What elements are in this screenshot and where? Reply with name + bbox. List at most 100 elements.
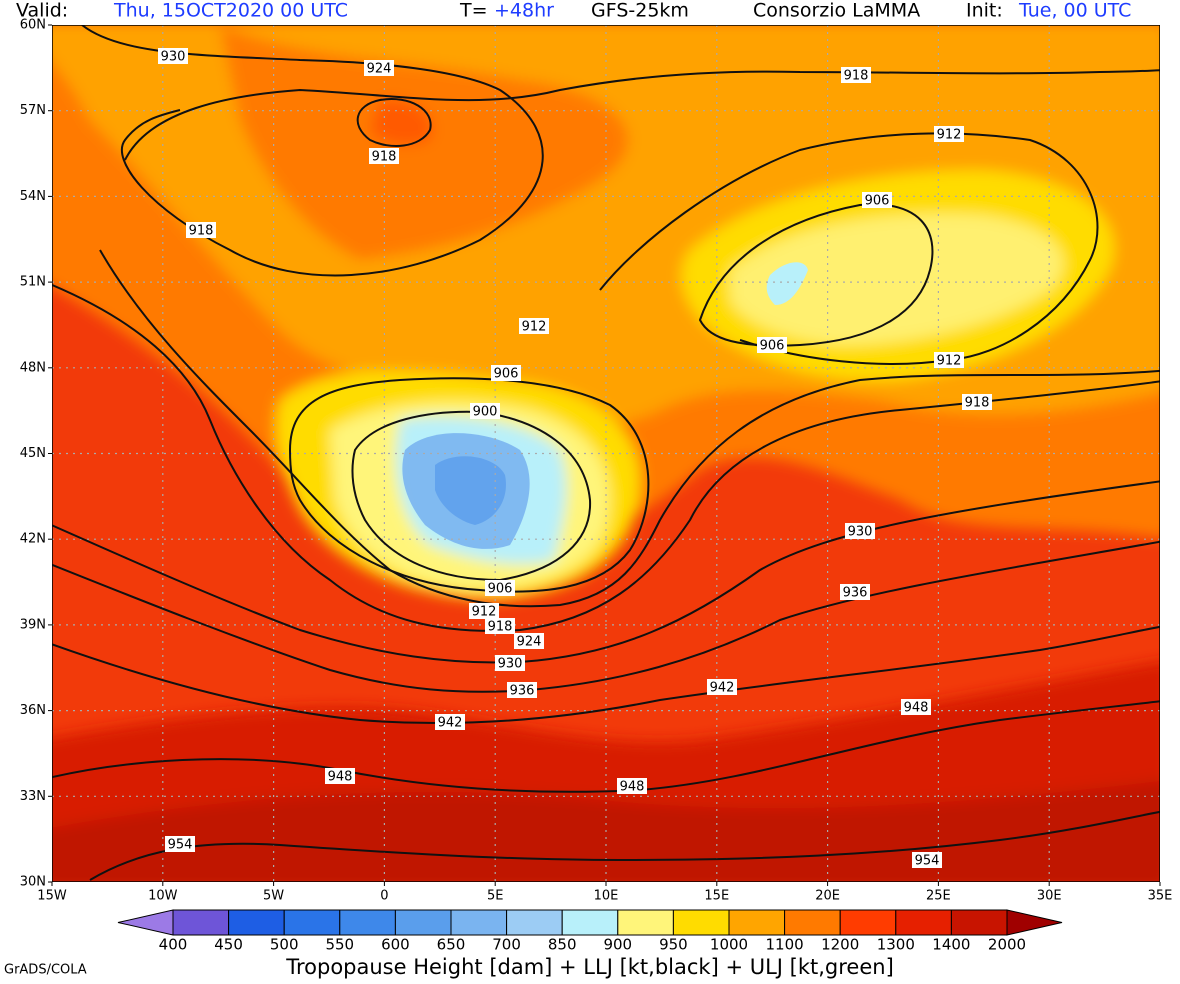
map-field: 9309249189189129189069129069129189069009… [52, 25, 1160, 882]
colorbar-box [172, 909, 230, 936]
colorbar-box [950, 909, 1008, 936]
contour-label-bg [934, 352, 964, 368]
contour-label: 930 [161, 50, 186, 65]
contour-label: 936 [843, 586, 868, 601]
header: Valid: Thu, 15OCT2020 00 UTC T= +48hr GF… [16, 0, 1131, 22]
lon-label: 30E [1037, 889, 1062, 904]
contour-labels: 9309249189189129189069129069129189069009… [158, 48, 992, 869]
lat-label: 60N [20, 18, 46, 33]
contour-label: 942 [710, 681, 735, 696]
contour-label-bg [485, 580, 515, 596]
lon-label: 15E [704, 889, 729, 904]
contour-label-bg [495, 655, 525, 671]
contour-label-bg [934, 126, 964, 142]
colorbar-label: 550 [325, 936, 354, 954]
contour-label: 912 [472, 605, 497, 620]
contour-label: 912 [522, 320, 547, 335]
colorbar-label: 1100 [766, 936, 804, 954]
contour-label-bg [369, 148, 399, 164]
contour-label: 900 [473, 405, 498, 420]
valid-time: Thu, 15OCT2020 00 UTC [113, 0, 348, 22]
lon-label: 5E [487, 889, 504, 904]
colorbar-label: 700 [492, 936, 521, 954]
contour-label-bg [158, 48, 188, 64]
colorbar-label: 900 [603, 936, 632, 954]
colorbar-label: 2000 [988, 936, 1026, 954]
lon-label: 15W [37, 889, 67, 904]
colorbar-box [784, 909, 841, 936]
colorbar-box [617, 909, 674, 936]
contour-label: 906 [760, 339, 785, 354]
footer-title: Tropopause Height [dam] + LLJ [kt,black]… [285, 955, 894, 979]
lat-label: 45N [20, 446, 46, 461]
lat-label: 33N [20, 789, 46, 804]
colorbar-label: 600 [381, 936, 410, 954]
contour-label-bg [507, 682, 537, 698]
contour-label: 924 [367, 62, 392, 77]
step: +48hr [494, 0, 554, 22]
contour-label-bg [364, 60, 394, 76]
colorbar-box [283, 909, 341, 936]
contour-label: 936 [510, 684, 535, 699]
contour-label-bg [617, 778, 647, 794]
contour-label: 906 [488, 582, 513, 597]
lat-label: 51N [20, 275, 46, 290]
lon-label: 0 [380, 889, 388, 904]
contour-label: 918 [372, 150, 397, 165]
colorbar-arrow [117, 909, 174, 936]
contour-label: 912 [937, 128, 962, 143]
colorbar-label: 1200 [821, 936, 859, 954]
contour-label-bg [757, 337, 787, 353]
colorbar-label: 500 [270, 936, 299, 954]
contour-label: 918 [488, 620, 513, 635]
colorbar-label: 850 [548, 936, 577, 954]
colorbar-box [895, 909, 952, 936]
contour-label: 924 [517, 635, 542, 650]
contour-label-bg [165, 836, 195, 852]
colorbar-box [672, 909, 730, 936]
init-time: Tue, 00 UTC [1018, 0, 1131, 22]
contour-label: 954 [168, 838, 193, 853]
lon-label: 35E [1148, 889, 1173, 904]
contour-label-bg [491, 365, 521, 381]
contour-label-bg [514, 633, 544, 649]
contour-label: 906 [865, 194, 890, 209]
colorbar-arrow [1006, 909, 1063, 936]
contour-label: 948 [328, 770, 353, 785]
colorbar-box [339, 909, 396, 936]
colorbar: 400 450 500 550 600 650 700 850 900 950 1000 1100 12… [117, 909, 1063, 954]
lon-label: 10W [148, 889, 178, 904]
colorbar-box [450, 909, 508, 936]
colorbar-box [394, 909, 452, 936]
contour-label-bg [469, 603, 499, 619]
contour-label-bg [912, 852, 942, 868]
lon-label: 25E [926, 889, 951, 904]
contour-label-bg [962, 394, 992, 410]
colorbar-label: 650 [437, 936, 466, 954]
colorbar-label: 1300 [877, 936, 915, 954]
contour-label: 942 [438, 716, 463, 731]
provider: Consorzio LaMMA [753, 0, 920, 22]
valid-label: Valid: [16, 0, 68, 22]
contour-label: 948 [620, 780, 645, 795]
contour-label-bg [840, 584, 870, 600]
contour-label: 948 [904, 701, 929, 716]
contour-label-bg [862, 192, 892, 208]
contour-label-bg [901, 699, 931, 715]
colorbar-label: 450 [214, 936, 243, 954]
lat-label: 54N [20, 189, 46, 204]
contour-label-bg [325, 768, 355, 784]
lat-label: 57N [20, 103, 46, 118]
lat-label: 39N [20, 617, 46, 632]
colorbar-box [561, 909, 619, 936]
lon-label: 5W [263, 889, 284, 904]
colorbar-label: 400 [159, 936, 188, 954]
contour-label: 930 [498, 657, 523, 672]
contour-label: 912 [937, 354, 962, 369]
contour-label-bg [470, 403, 500, 419]
step-label: T= [459, 0, 488, 22]
contour-label-bg [186, 222, 216, 238]
init-label: Init: [966, 0, 1003, 22]
contour-label: 906 [494, 367, 519, 382]
